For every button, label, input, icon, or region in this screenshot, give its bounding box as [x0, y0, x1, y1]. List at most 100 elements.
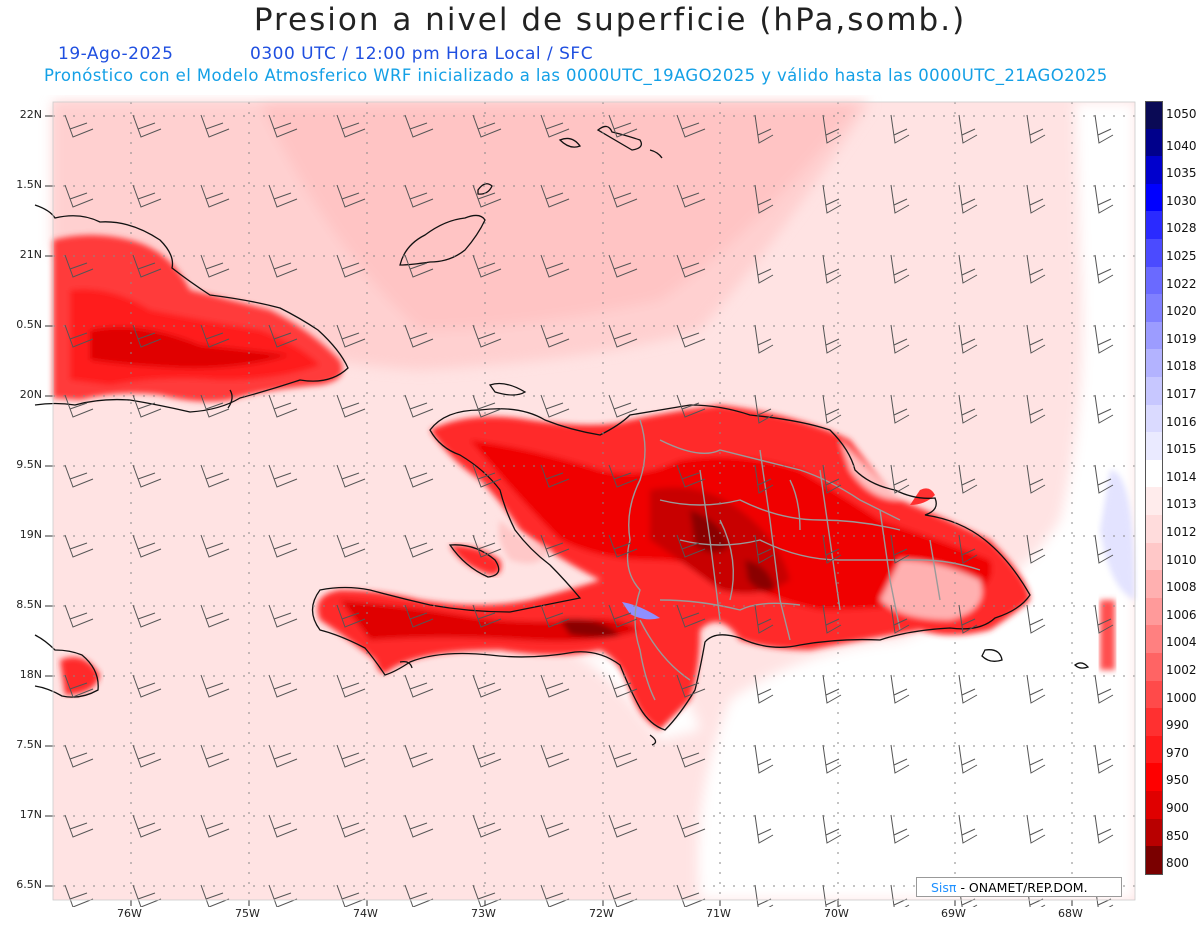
colorbar-swatch — [1145, 791, 1163, 819]
wind-barb — [676, 534, 706, 558]
wind-barb — [608, 184, 638, 208]
wind-barb — [336, 184, 366, 208]
time-info: 0300 UTC / 12:00 pm Hora Local / SFC — [250, 44, 594, 64]
colorbar-swatch — [1145, 349, 1163, 377]
wind-barb — [676, 814, 706, 838]
wind-barb — [822, 394, 842, 424]
wind-barb — [132, 184, 162, 208]
wind-barb — [608, 114, 638, 138]
wind-barb — [890, 254, 910, 284]
lat-label: 1.5N — [16, 178, 42, 191]
colorbar-label: 1020 — [1166, 304, 1197, 319]
wind-barb — [822, 674, 842, 704]
cuba-land — [53, 235, 343, 402]
wind-barb — [1094, 674, 1114, 704]
wind-barb — [1094, 324, 1114, 354]
lat-label: 9.5N — [16, 458, 42, 471]
wind-barb — [64, 814, 94, 838]
wind-barb — [540, 184, 570, 208]
colorbar-swatch — [1145, 432, 1163, 460]
wind-barb — [822, 534, 842, 564]
wind-barb — [1026, 394, 1046, 424]
colorbar-label: 1028 — [1166, 221, 1197, 236]
colorbar-label: 1004 — [1166, 635, 1197, 650]
wind-barb — [472, 184, 502, 208]
wind-barb — [472, 674, 502, 698]
wind-barb — [132, 114, 162, 138]
colorbar-swatch — [1145, 128, 1163, 157]
wind-barb — [404, 114, 434, 138]
colorbar-swatch — [1145, 101, 1163, 130]
wind-barb — [1026, 534, 1046, 564]
wind-barb — [1026, 324, 1046, 354]
wind-barb — [64, 604, 94, 628]
wind-barb — [822, 254, 842, 284]
wind-barb — [336, 394, 366, 418]
wind-barb — [890, 674, 910, 704]
wind-barb — [1026, 254, 1046, 284]
wind-barb — [958, 324, 978, 354]
wind-barb — [608, 534, 638, 558]
wind-barb — [200, 394, 230, 418]
colorbar-label: 1019 — [1166, 331, 1197, 346]
colorbar-swatch — [1145, 266, 1163, 295]
wind-barb — [268, 464, 298, 488]
wind-barb — [958, 184, 978, 214]
colorbar-swatch — [1145, 818, 1163, 847]
colorbar-label: 900 — [1166, 801, 1189, 815]
colorbar-label: 1010 — [1166, 552, 1197, 567]
wind-barb — [64, 394, 94, 418]
wind-barb — [676, 324, 706, 348]
colorbar-label: 1017 — [1166, 387, 1197, 401]
wind-barb — [754, 534, 774, 564]
colorbar-label: 950 — [1166, 773, 1189, 788]
wind-barb — [404, 184, 434, 208]
lat-label: 8.5N — [16, 598, 42, 611]
coastlines — [34, 125, 1090, 746]
wind-barb — [404, 324, 434, 348]
wind-barb — [404, 884, 434, 907]
wind-barb — [754, 184, 774, 214]
lon-label: 73W — [471, 907, 496, 920]
wind-barb — [336, 254, 366, 278]
wind-barb — [268, 394, 298, 418]
wind-barb — [1026, 814, 1046, 844]
wind-barb — [268, 814, 298, 838]
wind-barb — [132, 464, 162, 488]
colorbar-label: 1008 — [1166, 580, 1197, 595]
wind-barb — [958, 464, 978, 494]
wind-barb — [540, 814, 570, 838]
wind-barb — [472, 394, 502, 418]
lat-label: 19N — [19, 528, 42, 541]
wind-barb — [754, 324, 774, 354]
colorbar-swatch — [1145, 211, 1163, 239]
wind-barb — [1094, 534, 1114, 564]
wind-barb — [268, 884, 298, 907]
wind-barb — [1026, 464, 1046, 494]
wind-barb — [472, 884, 502, 907]
wind-barb — [472, 324, 502, 348]
colorbar-label: 1050 — [1166, 107, 1197, 121]
wind-barb — [1094, 604, 1114, 634]
wind-barb — [472, 604, 502, 628]
sisp-logo: Sisπ — [931, 880, 957, 895]
colorbar-label: 850 — [1166, 828, 1189, 843]
wind-barb — [676, 394, 706, 418]
wind-barb — [754, 814, 774, 844]
colorbar-label: 1018 — [1166, 359, 1197, 374]
wind-barb — [540, 254, 570, 278]
colorbar-label: 1012 — [1166, 525, 1197, 539]
wind-barb — [132, 884, 162, 907]
wind-barb — [132, 604, 162, 628]
colorbar-swatch — [1145, 542, 1163, 571]
wind-barb — [200, 254, 230, 278]
wind-barb — [472, 254, 502, 278]
wind-barb — [540, 674, 570, 698]
wind-barb — [958, 254, 978, 284]
forecast-info: Pronóstico con el Modelo Atmosferico WRF… — [44, 66, 1108, 85]
colorbar-label: 1015 — [1166, 442, 1197, 457]
lat-label: 17N — [19, 808, 42, 821]
wind-barb — [472, 744, 502, 768]
wind-barb — [268, 254, 298, 278]
lon-label: 68W — [1058, 907, 1083, 920]
